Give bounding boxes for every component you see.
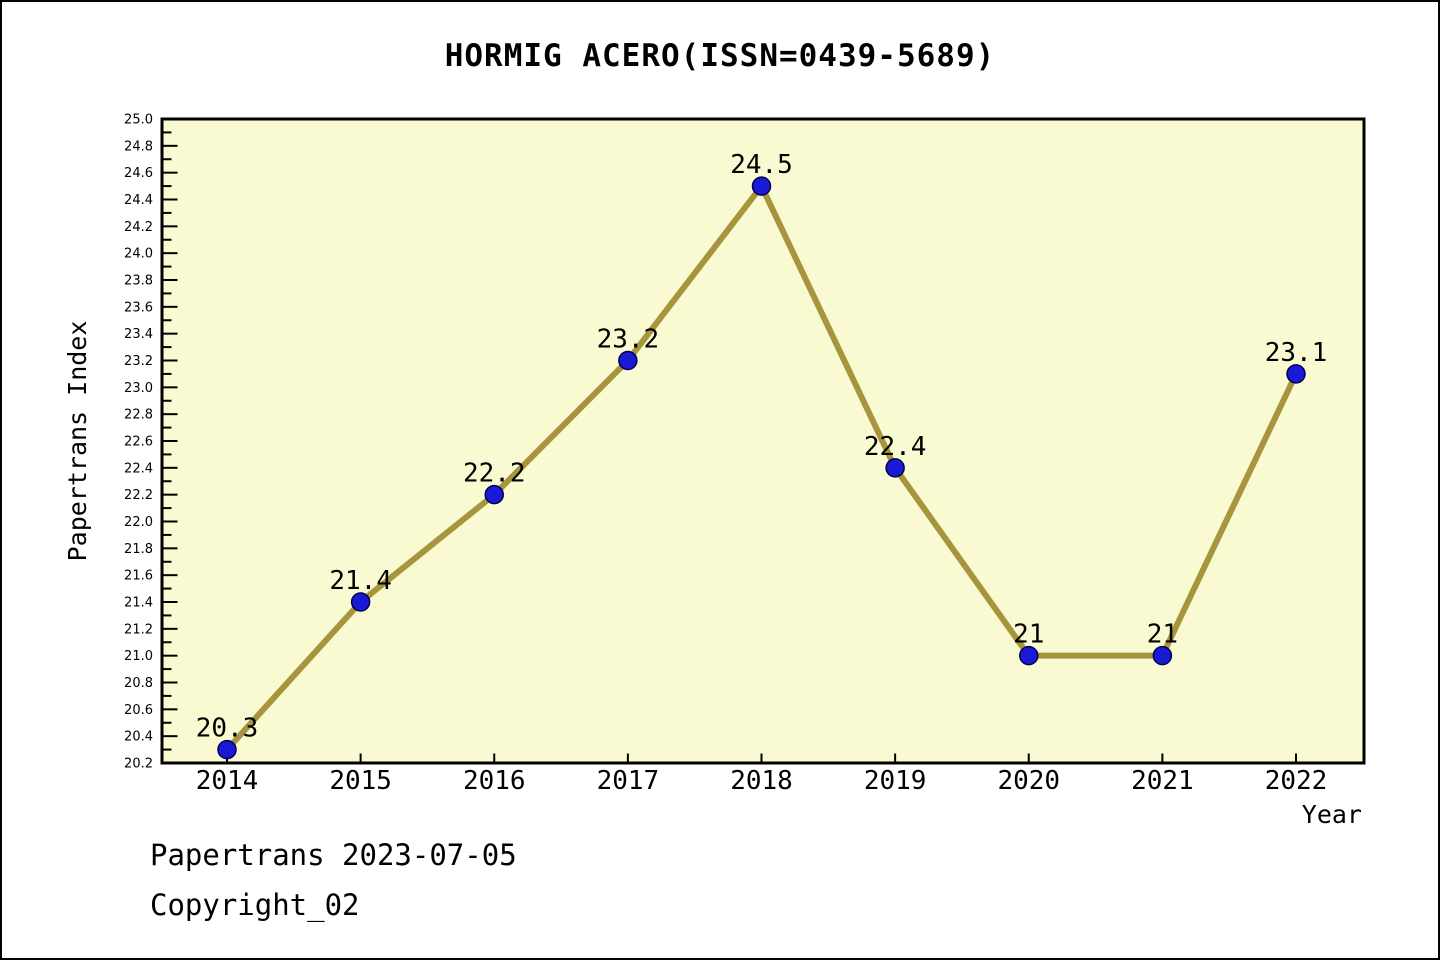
y-tick-label: 23.0 bbox=[124, 381, 153, 396]
y-tick-label: 24.0 bbox=[124, 247, 153, 262]
footer-copyright: Copyright_02 bbox=[150, 888, 360, 922]
y-tick-label: 22.8 bbox=[124, 408, 153, 423]
data-point bbox=[618, 350, 638, 371]
x-tick-label: 2018 bbox=[730, 766, 793, 796]
y-tick-label: 21.4 bbox=[124, 596, 153, 611]
data-points: 20.3 21.4 22.2 23.2 24.5 22.4 21 21 23.1 bbox=[196, 150, 1328, 760]
y-tick-label: 23.2 bbox=[124, 354, 153, 369]
y-tick-label: 22.0 bbox=[124, 515, 153, 530]
y-tick-label: 22.2 bbox=[124, 488, 153, 503]
x-tick-label: 2021 bbox=[1131, 766, 1194, 796]
data-point bbox=[885, 458, 905, 478]
chart-title: HORMIG ACERO(ISSN=0439-5689) bbox=[444, 38, 996, 74]
y-tick-label: 21.8 bbox=[124, 542, 153, 557]
data-point bbox=[751, 176, 772, 196]
x-tick-label: 2016 bbox=[463, 766, 526, 796]
y-tick-label: 23.8 bbox=[124, 274, 153, 289]
data-point-label: 23.2 bbox=[597, 325, 660, 355]
data-point-label: 21 bbox=[1147, 620, 1178, 650]
y-tick-label: 24.8 bbox=[124, 139, 153, 154]
y-tick-label: 22.6 bbox=[124, 435, 153, 450]
x-axis: 2014 2015 2016 2017 2018 2019 2020 2021 2022 bbox=[196, 753, 1328, 796]
data-point bbox=[1286, 364, 1306, 384]
y-tick-label: 24.4 bbox=[124, 193, 153, 208]
data-point bbox=[217, 739, 237, 760]
y-tick-label: 24.6 bbox=[124, 166, 153, 181]
x-tick-label: 2015 bbox=[329, 766, 392, 796]
x-tick-label: 2022 bbox=[1265, 766, 1328, 796]
y-tick-label: 20.4 bbox=[124, 730, 153, 745]
y-tick-label: 20.8 bbox=[124, 676, 153, 691]
data-point-label: 24.5 bbox=[730, 150, 793, 180]
y-tick-label: 25.0 bbox=[124, 113, 153, 128]
data-point bbox=[1152, 645, 1173, 666]
y-axis-title: Papertrans Index bbox=[63, 321, 92, 562]
data-point bbox=[350, 592, 371, 612]
y-tick-label: 21.6 bbox=[124, 569, 153, 584]
x-axis-title: Year bbox=[1302, 800, 1362, 829]
x-tick-label: 2014 bbox=[196, 766, 259, 796]
data-point-label: 23.1 bbox=[1265, 338, 1328, 368]
y-tick-label: 21.0 bbox=[124, 649, 153, 664]
y-tick-label: 22.4 bbox=[124, 461, 153, 476]
x-tick-label: 2020 bbox=[997, 766, 1060, 796]
y-tick-label: 23.4 bbox=[124, 327, 153, 342]
data-point-label: 21 bbox=[1013, 620, 1044, 650]
data-point-label: 22.2 bbox=[463, 459, 526, 489]
y-tick-label: 24.2 bbox=[124, 220, 153, 235]
y-tick-label: 23.6 bbox=[124, 300, 153, 315]
data-point-label: 22.4 bbox=[864, 432, 927, 462]
y-axis: 20.2 20.4 20.6 20.8 21.0 21.2 21.4 21.6 21.8 22.0… bbox=[124, 113, 178, 772]
plot-area bbox=[160, 117, 1366, 765]
y-tick-label: 21.2 bbox=[124, 622, 153, 637]
line-chart: 20.2 20.4 20.6 20.8 21.0 21.2 21.4 21.6 21.8 22.0… bbox=[63, 113, 1366, 829]
data-point-label: 21.4 bbox=[329, 566, 392, 596]
y-tick-label: 20.2 bbox=[124, 757, 153, 772]
data-point bbox=[484, 484, 504, 505]
data-point bbox=[1019, 645, 1039, 666]
data-point-label: 20.3 bbox=[196, 714, 259, 744]
x-tick-label: 2019 bbox=[864, 766, 927, 796]
x-tick-label: 2017 bbox=[597, 766, 660, 796]
y-tick-label: 20.6 bbox=[124, 703, 153, 718]
footer-date: Papertrans 2023-07-05 bbox=[150, 838, 517, 872]
